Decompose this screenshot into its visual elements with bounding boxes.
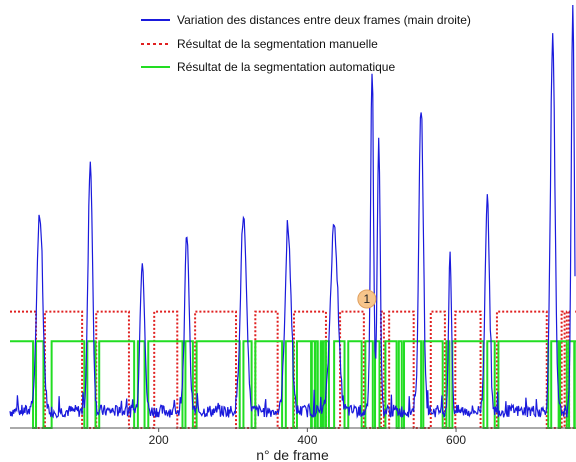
x-axis-title: n° de frame bbox=[256, 447, 329, 462]
x-tick-label: 400 bbox=[297, 433, 317, 447]
x-axis: 200 400 600 bbox=[10, 427, 575, 447]
legend-entry: Résultat de la segmentation manuelle bbox=[177, 37, 378, 51]
x-tick-label: 200 bbox=[149, 433, 169, 447]
x-tick-label: 600 bbox=[446, 433, 466, 447]
series-distance-variation bbox=[9, 4, 576, 419]
annotation-marker bbox=[357, 289, 377, 309]
annotation-label: 1 bbox=[363, 292, 370, 306]
legend-entry: Variation des distances entre deux frame… bbox=[177, 13, 471, 27]
legend-entry: Résultat de la segmentation automatique bbox=[177, 60, 395, 74]
annotations: 1 bbox=[357, 289, 377, 309]
legend: Variation des distances entre deux frame… bbox=[141, 13, 471, 74]
